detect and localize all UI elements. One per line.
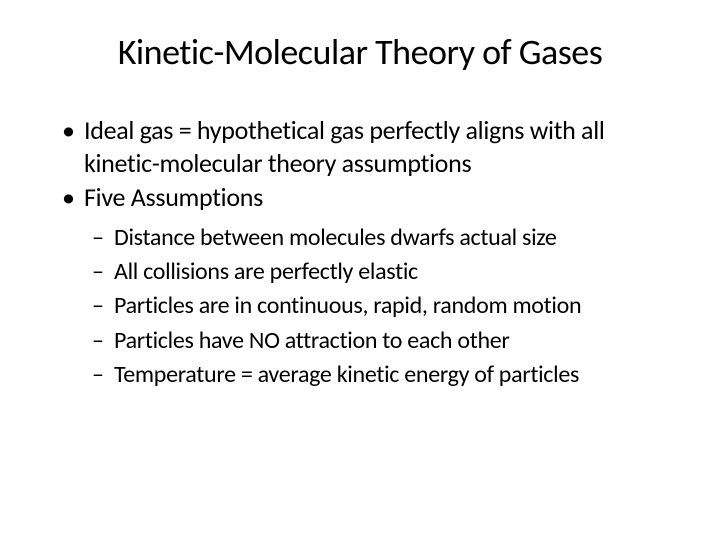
sub-bullet-item: All collisions are perfectly elastic: [92, 256, 680, 288]
main-bullet-list: Ideal gas = hypothetical gas perfectly a…: [40, 114, 680, 214]
sub-bullet-item: Particles are in continuous, rapid, rand…: [92, 290, 680, 322]
bullet-item: Five Assumptions: [62, 181, 680, 214]
sub-bullet-list: Distance between molecules dwarfs actual…: [40, 222, 680, 392]
sub-bullet-item: Temperature = average kinetic energy of …: [92, 359, 680, 391]
bullet-item: Ideal gas = hypothetical gas perfectly a…: [62, 114, 680, 179]
sub-bullet-item: Particles have NO attraction to each oth…: [92, 325, 680, 357]
sub-bullet-item: Distance between molecules dwarfs actual…: [92, 222, 680, 254]
slide-title: Kinetic-Molecular Theory of Gases: [40, 30, 680, 74]
